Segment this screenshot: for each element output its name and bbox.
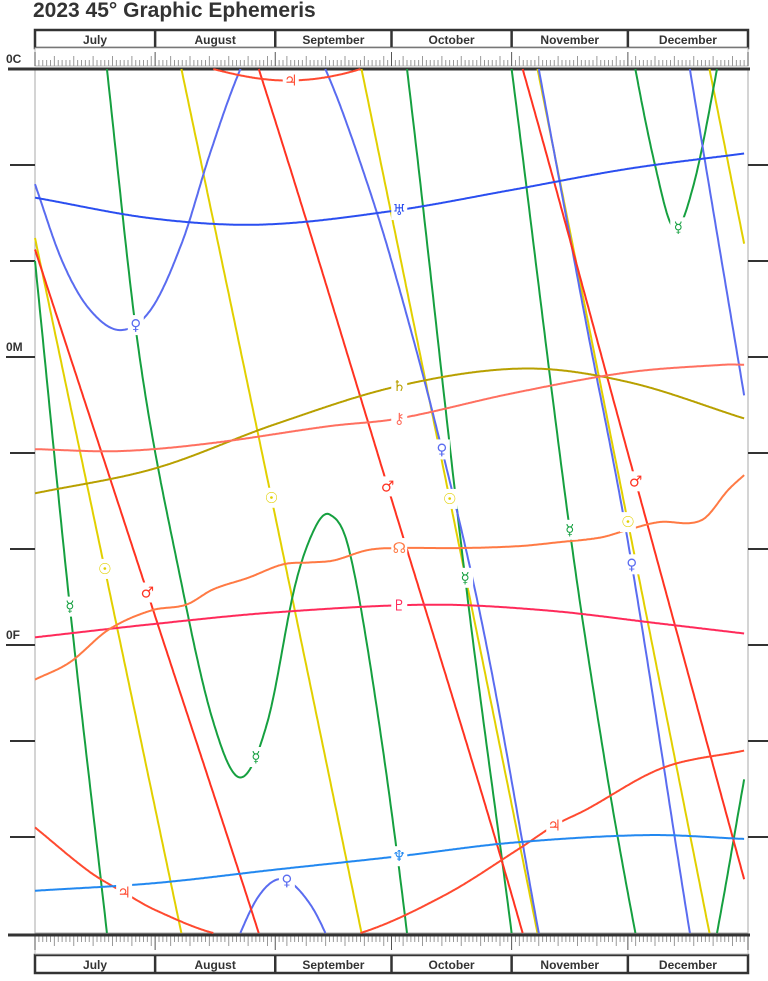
mercury-glyph-icon: ☿ [565, 521, 574, 539]
top-month-label: September [302, 33, 364, 47]
chiron-glyph-icon: ⚷ [394, 409, 405, 427]
chart-title: 2023 45° Graphic Ephemeris [33, 0, 316, 22]
venus-line [537, 68, 691, 934]
y-tick-label: 0M [6, 340, 23, 354]
mercury-label-bg [247, 747, 264, 768]
sun-label-bg [619, 512, 636, 533]
chiron-label-bg [391, 408, 408, 429]
mercury-line [716, 779, 746, 934]
pluto-series [34, 603, 745, 639]
mercury-glyph-icon: ☿ [674, 218, 683, 236]
mars-label-bg [139, 582, 156, 603]
bottom-month-label: July [83, 958, 107, 972]
jupiter-label-bg [116, 882, 133, 903]
sun-glyph-icon: ☉ [443, 490, 456, 508]
sun-label-bg [263, 487, 280, 508]
venus-label-bg [127, 315, 144, 336]
mercury-label-bg [457, 567, 474, 588]
bottom-month-label: November [540, 958, 599, 972]
sun-glyph-icon: ☉ [265, 489, 278, 507]
neptune-glyph-icon: ♆ [393, 847, 406, 865]
saturn-line [34, 367, 745, 495]
jupiter-glyph-icon: ♃ [117, 884, 130, 902]
sun-glyph-icon: ☉ [621, 513, 634, 531]
mars-label-bg [379, 476, 396, 497]
y-tick-label: 0C [6, 52, 22, 66]
mars-glyph-icon: ♂ [141, 583, 154, 601]
bottom-month-label: September [302, 958, 364, 972]
venus-label-bg [433, 439, 450, 460]
pluto-glyph-icon: ♇ [393, 596, 406, 614]
y-tick-label: 0F [6, 628, 20, 642]
mercury-label-bg [61, 596, 78, 617]
jupiter-label-bg [282, 70, 299, 91]
series-labels: ☉ ☉ ☉ ☉ ☿ ☿ ☿ ☿ ☿ ♀ ♀ ♀ ♀ ♂ ♂ ♂ ♃ ♃ ♃ ♄ ♅ ♆ ♇ ⚷ ☊ [61, 70, 687, 903]
mercury-series [34, 68, 746, 934]
bottom-month-label: October [429, 958, 475, 972]
uranus-line [34, 152, 745, 226]
venus-line [688, 68, 746, 396]
saturn-glyph-icon: ♄ [393, 377, 406, 395]
mars-label-bg [627, 471, 644, 492]
venus-glyph-icon: ♀ [130, 316, 141, 334]
venus-glyph-icon: ♀ [436, 440, 447, 458]
top-month-label: August [195, 33, 236, 47]
mercury-glyph-icon: ☿ [461, 569, 470, 587]
pluto-line [34, 603, 745, 639]
venus-label-bg [278, 870, 295, 891]
jupiter-glyph-icon: ♃ [548, 816, 561, 834]
venus-glyph-icon: ♀ [626, 555, 637, 573]
top-month-label: November [540, 33, 599, 47]
neptune-series [34, 834, 745, 892]
chiron-line [35, 363, 745, 453]
venus-glyph-icon: ♀ [281, 871, 292, 889]
sun-glyph-icon: ☉ [98, 560, 111, 578]
mercury-label-bg [561, 519, 578, 540]
jupiter-label-bg [546, 815, 563, 836]
saturn-series [34, 367, 745, 495]
venus-line [324, 68, 540, 934]
mercury-glyph-icon: ☿ [65, 598, 74, 616]
top-month-label: July [83, 33, 107, 47]
mercury-label-bg [670, 217, 687, 238]
neptune-label-bg [391, 846, 408, 867]
pluto-label-bg [391, 595, 408, 616]
saturn-label-bg [391, 375, 408, 396]
sun-line [34, 237, 183, 934]
mars-glyph-icon: ♂ [381, 477, 394, 495]
uranus-label-bg [391, 199, 408, 220]
mercury-line [510, 68, 637, 934]
mars-glyph-icon: ♂ [629, 472, 642, 490]
venus-label-bg [623, 554, 640, 575]
bottom-month-label: August [195, 958, 236, 972]
top-month-label: October [429, 33, 475, 47]
sun-label-bg [441, 488, 458, 509]
mercury-line [406, 68, 513, 934]
bottom-month-label: December [659, 958, 717, 972]
north-node-glyph-icon: ☊ [393, 539, 406, 557]
top-month-label: December [659, 33, 717, 47]
neptune-line [34, 834, 745, 892]
uranus-glyph-icon: ♅ [393, 201, 406, 219]
north-node-label-bg [391, 538, 408, 559]
mercury-line [34, 260, 108, 934]
jupiter-glyph-icon: ♃ [284, 71, 297, 89]
mercury-glyph-icon: ☿ [251, 748, 260, 766]
uranus-series [34, 152, 745, 226]
sun-label-bg [96, 558, 113, 579]
chiron-series [35, 363, 745, 453]
